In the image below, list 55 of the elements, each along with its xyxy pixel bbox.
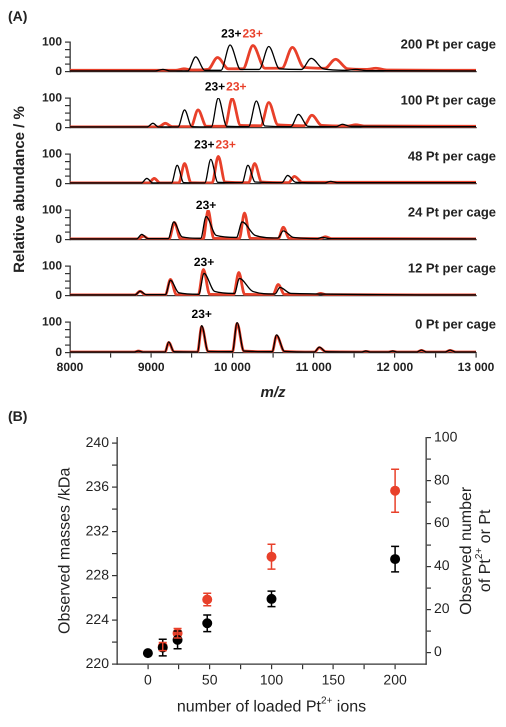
- chart-title: 12 Pt per cage: [408, 260, 496, 276]
- y-tick-label: 100: [42, 146, 62, 160]
- annotation: 23+: [194, 254, 214, 269]
- y-tick-label: 0: [55, 176, 62, 190]
- text: (A): [8, 8, 28, 26]
- annotation: 23+: [194, 138, 215, 152]
- y-axis-title: Observed masses /kDa: [56, 468, 74, 634]
- y-tick-label: 0: [55, 232, 62, 246]
- chart-title: 48 Pt per cage: [408, 148, 496, 164]
- x-tick-label: 11 000: [296, 360, 332, 374]
- y-tick-label: 220: [86, 655, 110, 672]
- x-tick-label: 0: [144, 671, 152, 688]
- y-axis-title: Relative abundance / %: [10, 106, 28, 272]
- y-tick-label: 240: [86, 434, 110, 450]
- y2-tick-label: 40: [434, 557, 450, 574]
- text: (B): [8, 408, 28, 426]
- x-tick-label: 9000: [138, 360, 165, 374]
- y-tick-label: 100: [42, 90, 62, 104]
- x-tick-label: 12 000: [376, 360, 414, 374]
- chart-title: 100 Pt per cage: [400, 92, 496, 108]
- y2-tick-label: 20: [434, 600, 450, 616]
- x-tick-label: 200: [383, 671, 407, 688]
- y-tick-label: 0: [55, 64, 62, 78]
- x-tick-label: 10 000: [214, 360, 252, 374]
- annotation: 23+: [192, 306, 212, 321]
- x-axis-title: m/z: [260, 384, 286, 402]
- y-tick-label: 100: [42, 314, 62, 328]
- y-tick-label: 100: [42, 34, 62, 48]
- chart-title: 200 Pt per cage: [400, 36, 496, 52]
- x-tick-label: 150: [322, 671, 346, 688]
- y-tick-label: 0: [55, 288, 62, 302]
- y-tick-label: 100: [42, 202, 62, 216]
- y-tick-label: 236: [86, 478, 110, 494]
- y-tick-label: 100: [42, 258, 62, 272]
- annotation: 23+: [204, 79, 226, 94]
- chart-title: 0 Pt per cage: [415, 316, 496, 332]
- chart-title: 24 Pt per cage: [408, 204, 496, 220]
- y2-tick-label: 80: [434, 471, 450, 488]
- annotation: 23+: [242, 26, 263, 40]
- x-tick-label: 100: [260, 671, 284, 688]
- x-tick-label: 13 000: [458, 360, 495, 374]
- y2-tick-label: 0: [434, 643, 442, 660]
- y-tick-label: 0: [55, 344, 62, 359]
- y2-tick-label: 60: [434, 514, 450, 530]
- x-tick-label: 50: [202, 671, 218, 688]
- x-tick-label: 8000: [56, 360, 84, 374]
- annotation: 23+: [226, 79, 247, 94]
- annotation: 23+: [196, 198, 216, 212]
- y-tick-label: 228: [86, 566, 110, 583]
- y-tick-label: 224: [86, 610, 110, 627]
- annotation: 23+: [221, 26, 242, 40]
- y-tick-label: 0: [55, 120, 62, 134]
- annotation: 23+: [216, 138, 236, 152]
- y-tick-label: 232: [86, 522, 110, 538]
- y2-tick-label: 100: [434, 428, 458, 444]
